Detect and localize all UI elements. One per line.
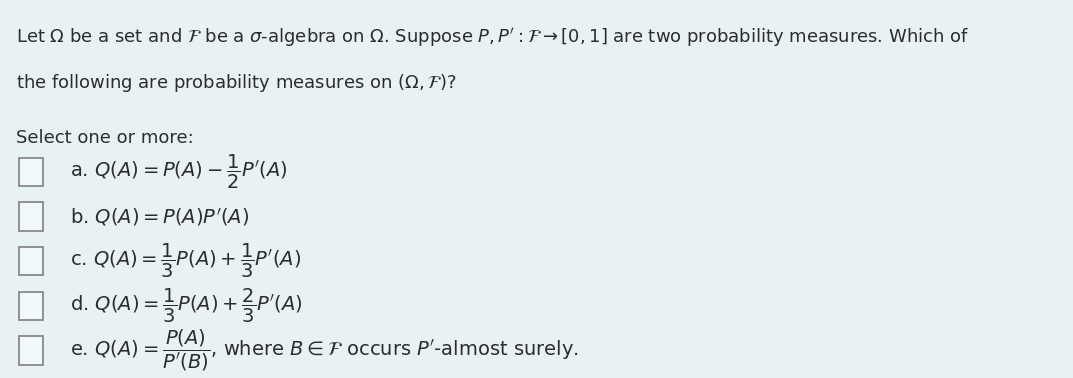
FancyBboxPatch shape bbox=[19, 158, 43, 186]
FancyBboxPatch shape bbox=[19, 292, 43, 320]
Text: a. $Q(A) = P(A) - \dfrac{1}{2}P'(A)$: a. $Q(A) = P(A) - \dfrac{1}{2}P'(A)$ bbox=[70, 153, 288, 191]
FancyBboxPatch shape bbox=[19, 247, 43, 275]
Text: the following are probability measures on $(\Omega, \mathcal{F})$?: the following are probability measures o… bbox=[16, 72, 456, 94]
FancyBboxPatch shape bbox=[19, 336, 43, 364]
Text: e. $Q(A) = \dfrac{P(A)}{P'(B)}$, where $B \in \mathcal{F}$ occurs $P'$-almost su: e. $Q(A) = \dfrac{P(A)}{P'(B)}$, where $… bbox=[70, 328, 578, 373]
Text: Select one or more:: Select one or more: bbox=[16, 129, 194, 147]
Text: d. $Q(A) = \dfrac{1}{3}P(A) + \dfrac{2}{3}P'(A)$: d. $Q(A) = \dfrac{1}{3}P(A) + \dfrac{2}{… bbox=[70, 287, 303, 325]
Text: b. $Q(A) = P(A)P'(A)$: b. $Q(A) = P(A)P'(A)$ bbox=[70, 206, 249, 228]
Text: c. $Q(A) = \dfrac{1}{3}P(A) + \dfrac{1}{3}P'(A)$: c. $Q(A) = \dfrac{1}{3}P(A) + \dfrac{1}{… bbox=[70, 242, 300, 280]
Text: Let $\Omega$ be a set and $\mathcal{F}$ be a $\sigma$-algebra on $\Omega$. Suppo: Let $\Omega$ be a set and $\mathcal{F}$ … bbox=[16, 26, 969, 50]
FancyBboxPatch shape bbox=[19, 203, 43, 231]
